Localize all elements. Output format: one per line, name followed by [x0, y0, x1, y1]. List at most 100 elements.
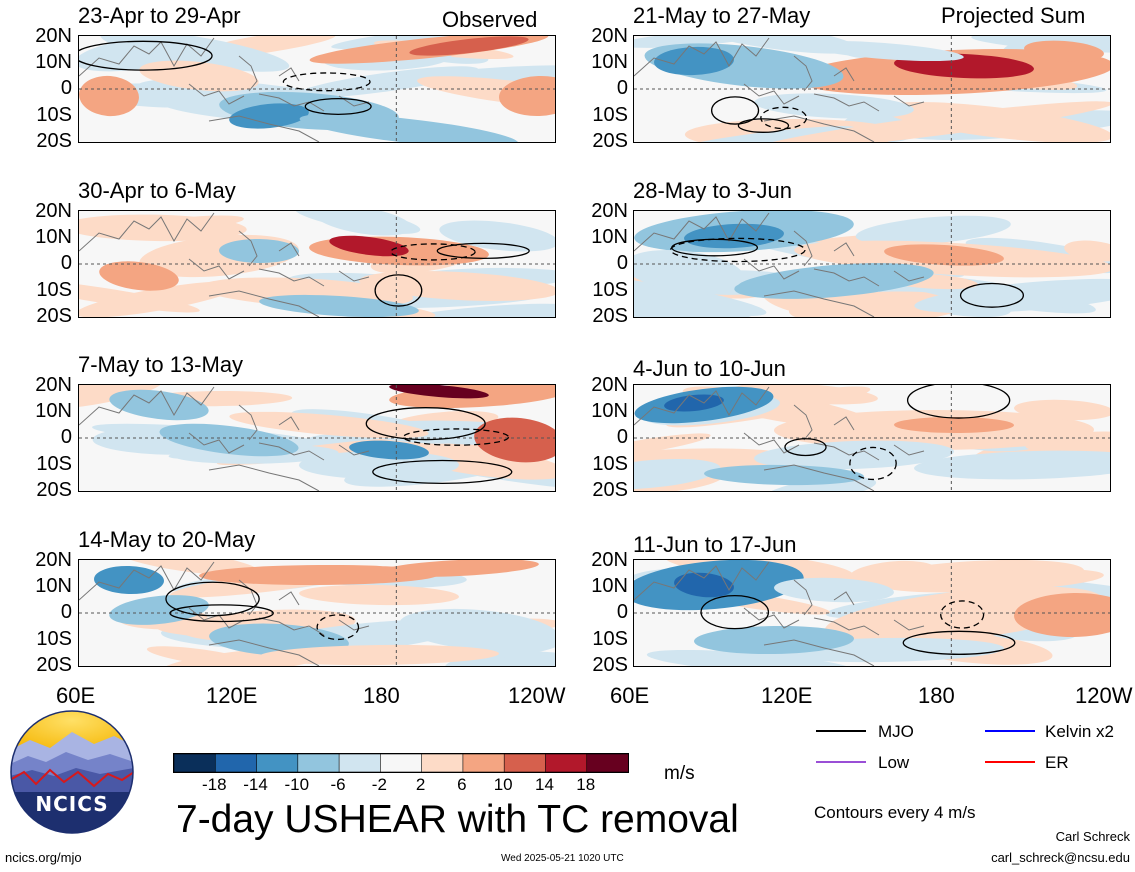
map-field-4	[79, 560, 555, 666]
colorbar-tick-label-1: -18	[201, 775, 227, 794]
colorbar-tick-label-7: 6	[457, 775, 467, 794]
lat-label-left-2-4: 10S	[36, 279, 72, 301]
observed-tag: Observed	[442, 7, 538, 32]
colorbar-tick-label-10: 18	[576, 775, 596, 794]
lon-label-120w-right: 120W	[1075, 683, 1133, 708]
map-panel-7	[633, 384, 1111, 492]
legend-low-label: Low	[878, 753, 910, 772]
colorbar	[173, 753, 629, 773]
colorbar-swatch-5	[338, 754, 382, 772]
lon-label-120e-left: 120E	[206, 683, 258, 708]
mjo-contour	[372, 459, 513, 485]
panel-title-2: 30-Apr to 6-May	[78, 178, 236, 203]
map-field-5	[634, 36, 1110, 142]
legend-kelvin-label: Kelvin x2	[1045, 722, 1114, 741]
lat-label-right-1-2: 10N	[591, 51, 628, 73]
lat-label-right-1-5: 20S	[592, 130, 628, 152]
lon-label-120w-left: 120W	[508, 683, 566, 708]
colorbar-swatch-2	[214, 754, 258, 772]
footer-author: Carl Schreck	[1055, 829, 1130, 844]
lat-label-right-3-3: 0	[616, 426, 628, 448]
mjo-contour	[959, 282, 1025, 308]
lat-label-left-1-3: 0	[60, 77, 72, 99]
panel-title-1: 23-Apr to 29-Apr	[78, 3, 241, 28]
panel-title-3: 7-May to 13-May	[78, 352, 244, 377]
lat-label-right-3-1: 20N	[591, 374, 628, 396]
mjo-contour	[365, 407, 486, 441]
mjo-contour	[316, 614, 360, 641]
coastlines	[634, 37, 925, 142]
colorbar-units: m/s	[664, 763, 695, 784]
colorbar-tick-label-2: -14	[243, 775, 268, 794]
mjo-contour	[390, 243, 476, 261]
mjo-contour	[304, 97, 372, 115]
footer-url[interactable]: ncics.org/mjo	[5, 850, 82, 865]
lat-label-left-3-3: 0	[60, 426, 72, 448]
lat-label-left-2-5: 20S	[36, 305, 72, 327]
colorbar-swatch-6	[380, 754, 423, 772]
panel-title-8: 11-Jun to 17-Jun	[633, 532, 797, 557]
lon-label-60e-left: 60E	[56, 683, 96, 708]
lat-label-left-4-2: 10N	[35, 575, 72, 597]
lat-label-right-2-4: 10S	[592, 279, 628, 301]
panel-title-5: 21-May to 27-May	[633, 3, 811, 28]
mjo-contour	[940, 600, 985, 629]
panel-title-6: 28-May to 3-Jun	[633, 178, 792, 203]
lat-label-left-3-2: 10N	[35, 400, 72, 422]
coastlines	[634, 561, 925, 666]
footer-email[interactable]: carl_schreck@ncsu.edu	[991, 850, 1130, 865]
lat-label-right-2-2: 10N	[591, 226, 628, 248]
mjo-contour	[79, 40, 213, 71]
lat-label-left-2-1: 20N	[35, 200, 72, 222]
footer-timestamp: Wed 2025-05-21 1020 UTC	[501, 853, 624, 864]
lat-label-left-4-4: 10S	[36, 628, 72, 650]
lat-label-left-1-5: 20S	[36, 130, 72, 152]
lat-label-left-1-1: 20N	[35, 25, 72, 47]
mjo-contour	[436, 242, 530, 259]
lat-label-left-4-3: 0	[60, 601, 72, 623]
lon-label-60e-right: 60E	[610, 683, 650, 708]
lat-label-right-2-5: 20S	[592, 305, 628, 327]
colorbar-tick-label-3: -10	[284, 775, 310, 794]
mjo-contour	[760, 106, 808, 130]
ncics-logo-text: NCICS	[35, 792, 109, 816]
lat-label-right-4-1: 20N	[591, 549, 628, 571]
mjo-contour	[849, 446, 897, 481]
map-field-3	[79, 385, 555, 491]
map-panel-4	[78, 559, 556, 667]
coastlines	[634, 386, 925, 491]
mjo-contour	[710, 96, 760, 125]
mjo-contour	[902, 630, 1016, 655]
coastlines	[79, 37, 370, 142]
lat-label-left-1-2: 10N	[35, 51, 72, 73]
lat-label-right-4-3: 0	[616, 601, 628, 623]
lat-label-right-1-1: 20N	[591, 25, 628, 47]
legend-er-label: ER	[1045, 753, 1069, 772]
map-field-1	[79, 36, 555, 142]
colorbar-tick-label-4: -6	[330, 775, 346, 794]
coastlines	[79, 212, 370, 317]
main-title: 7-day USHEAR with TC removal	[176, 798, 739, 841]
legend-contours-note: Contours every 4 m/s	[814, 803, 976, 822]
lat-label-right-4-5: 20S	[592, 654, 628, 676]
colorbar-tick-label-5: -2	[371, 775, 387, 794]
lat-label-right-3-2: 10N	[591, 400, 628, 422]
mjo-contour	[906, 385, 1011, 419]
map-panel-8	[633, 559, 1111, 667]
lon-label-180-left: 180	[363, 683, 400, 708]
colorbar-swatch-4	[297, 754, 340, 772]
lat-label-left-2-2: 10N	[35, 226, 72, 248]
map-field-2	[79, 211, 555, 317]
panel-title-4: 14-May to 20-May	[78, 527, 256, 552]
lat-label-right-4-2: 10N	[591, 575, 628, 597]
lon-label-120e-right: 120E	[761, 683, 813, 708]
mjo-contour	[671, 238, 759, 257]
map-panel-1	[78, 35, 556, 143]
lat-label-left-2-3: 0	[60, 252, 72, 274]
lat-label-right-4-4: 10S	[592, 628, 628, 650]
mjo-contour	[282, 72, 371, 92]
coastlines	[79, 386, 370, 491]
lat-label-left-4-5: 20S	[36, 654, 72, 676]
lat-label-left-3-4: 10S	[36, 453, 72, 475]
mjo-contour	[784, 438, 827, 457]
